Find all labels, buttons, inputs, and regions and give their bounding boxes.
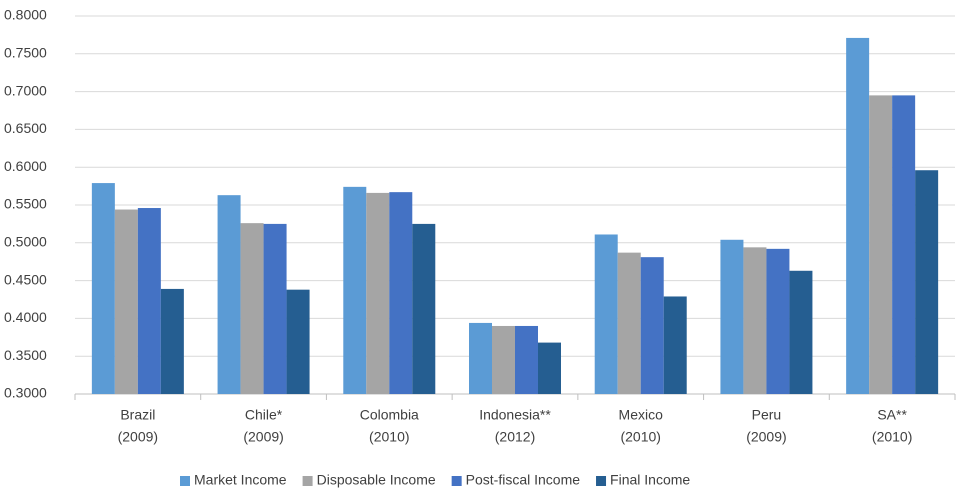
y-tick-label: 0.4500	[4, 271, 47, 287]
x-tick-label: (2009)	[746, 429, 786, 445]
y-tick-label: 0.4000	[4, 309, 47, 325]
bar	[846, 37, 870, 394]
bar	[114, 209, 138, 394]
x-tick-label: (2009)	[118, 429, 158, 445]
bar	[91, 183, 115, 394]
x-tick-label: (2012)	[495, 429, 535, 445]
bar	[137, 208, 161, 394]
x-tick-label: (2009)	[243, 429, 283, 445]
y-tick-label: 0.7000	[4, 82, 47, 98]
bar	[720, 239, 744, 394]
y-tick-label: 0.6500	[4, 120, 47, 136]
bar	[286, 289, 310, 394]
y-tick-label: 0.8000	[4, 7, 47, 23]
legend-swatch	[451, 476, 462, 486]
y-tick-label: 0.5000	[4, 234, 47, 250]
x-tick-label: (2010)	[369, 429, 409, 445]
bar	[915, 170, 939, 394]
bar	[743, 247, 767, 394]
legend-swatch	[302, 476, 313, 486]
x-tick-label: Chile*	[245, 407, 283, 423]
bar	[343, 186, 367, 394]
x-tick-label: Indonesia**	[479, 407, 551, 423]
bar	[263, 223, 287, 394]
bar	[789, 270, 813, 394]
bar	[217, 195, 241, 394]
y-tick-label: 0.6000	[4, 158, 47, 174]
bar	[160, 288, 184, 394]
x-tick-label: Mexico	[619, 407, 664, 423]
bar	[538, 342, 561, 394]
legend-swatch	[596, 476, 607, 486]
bar	[766, 248, 790, 394]
bar	[412, 223, 436, 394]
y-tick-label: 0.3500	[4, 347, 47, 363]
bar	[515, 325, 538, 394]
bar	[389, 192, 413, 394]
x-tick-label: Colombia	[360, 407, 419, 423]
legend-swatch	[180, 476, 190, 486]
bar	[663, 296, 687, 394]
y-tick-label: 0.7500	[4, 45, 47, 61]
x-tick-label: SA**	[877, 407, 907, 423]
bar	[492, 325, 515, 394]
y-tick-label: 0.5500	[4, 196, 47, 212]
bar	[869, 95, 893, 394]
x-tick-label: Peru	[752, 407, 782, 423]
bar	[594, 234, 618, 394]
legend-label: Market Income	[194, 472, 287, 488]
legend-label: Disposable Income	[317, 472, 436, 488]
legend-label: Final Income	[610, 472, 690, 488]
x-tick-label: (2010)	[620, 429, 660, 445]
bar	[640, 257, 664, 394]
legend-label: Post-fiscal Income	[466, 472, 581, 488]
x-tick-label: (2010)	[872, 429, 912, 445]
bar	[469, 322, 492, 394]
bar	[240, 223, 264, 394]
x-tick-label: Brazil	[120, 407, 155, 423]
bar	[617, 252, 641, 394]
y-tick-label: 0.3000	[4, 385, 47, 401]
bar	[892, 95, 916, 394]
bar	[366, 192, 390, 394]
